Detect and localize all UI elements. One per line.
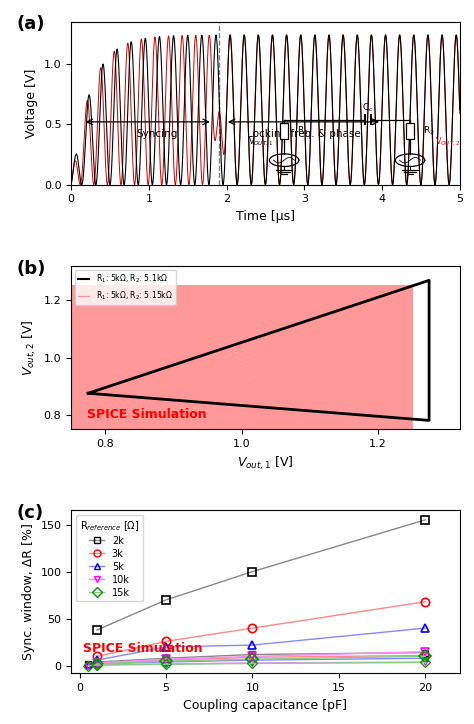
Y-axis label: Sync. window, ΔR [%]: Sync. window, ΔR [%] — [22, 523, 35, 660]
X-axis label: Time [μs]: Time [μs] — [236, 210, 295, 223]
10k — [422, 647, 428, 656]
Legend: R$_1$: 5kΩ, R$_2$: 5.1kΩ, R$_1$: 5kΩ, R$_2$: 5.15kΩ: R$_1$: 5kΩ, R$_2$: 5.1kΩ, R$_1$: 5kΩ, R$… — [75, 270, 175, 305]
Line: 3k: 3k — [93, 597, 429, 660]
3k — [422, 597, 428, 606]
Line: 15k: 15k — [93, 652, 429, 668]
Text: SPICE Simulation: SPICE Simulation — [87, 408, 206, 421]
2k — [422, 515, 428, 524]
5k — [422, 624, 428, 633]
X-axis label: Coupling capacitance [pF]: Coupling capacitance [pF] — [183, 699, 347, 712]
3k — [163, 637, 169, 646]
10k — [163, 654, 169, 663]
Text: SPICE Simulation: SPICE Simulation — [83, 642, 202, 655]
10k — [250, 652, 255, 661]
Text: Syncing: Syncing — [136, 129, 177, 139]
Y-axis label: Voltage [V]: Voltage [V] — [25, 69, 38, 138]
Text: (b): (b) — [17, 259, 46, 277]
Line: 2k: 2k — [93, 515, 429, 634]
3k — [94, 652, 100, 661]
Text: Locking freq. & phase: Locking freq. & phase — [247, 129, 361, 139]
Legend: 2k, 3k, 5k, 10k, 15k: 2k, 3k, 5k, 10k, 15k — [76, 515, 143, 602]
15k — [250, 654, 255, 663]
5k — [163, 643, 169, 652]
10k — [94, 659, 100, 668]
15k — [163, 657, 169, 665]
15k — [94, 660, 100, 668]
Text: (c): (c) — [17, 504, 44, 522]
Text: (a): (a) — [17, 15, 45, 33]
3k — [250, 624, 255, 633]
X-axis label: $V_{out,1}$ [V]: $V_{out,1}$ [V] — [237, 454, 294, 471]
Line: 5k: 5k — [93, 624, 429, 665]
5k — [94, 656, 100, 665]
Y-axis label: $V_{out,2}$ [V]: $V_{out,2}$ [V] — [21, 319, 38, 376]
2k — [163, 596, 169, 605]
5k — [250, 641, 255, 649]
15k — [422, 652, 428, 661]
Line: 10k: 10k — [93, 647, 429, 667]
2k — [94, 626, 100, 634]
2k — [250, 568, 255, 576]
